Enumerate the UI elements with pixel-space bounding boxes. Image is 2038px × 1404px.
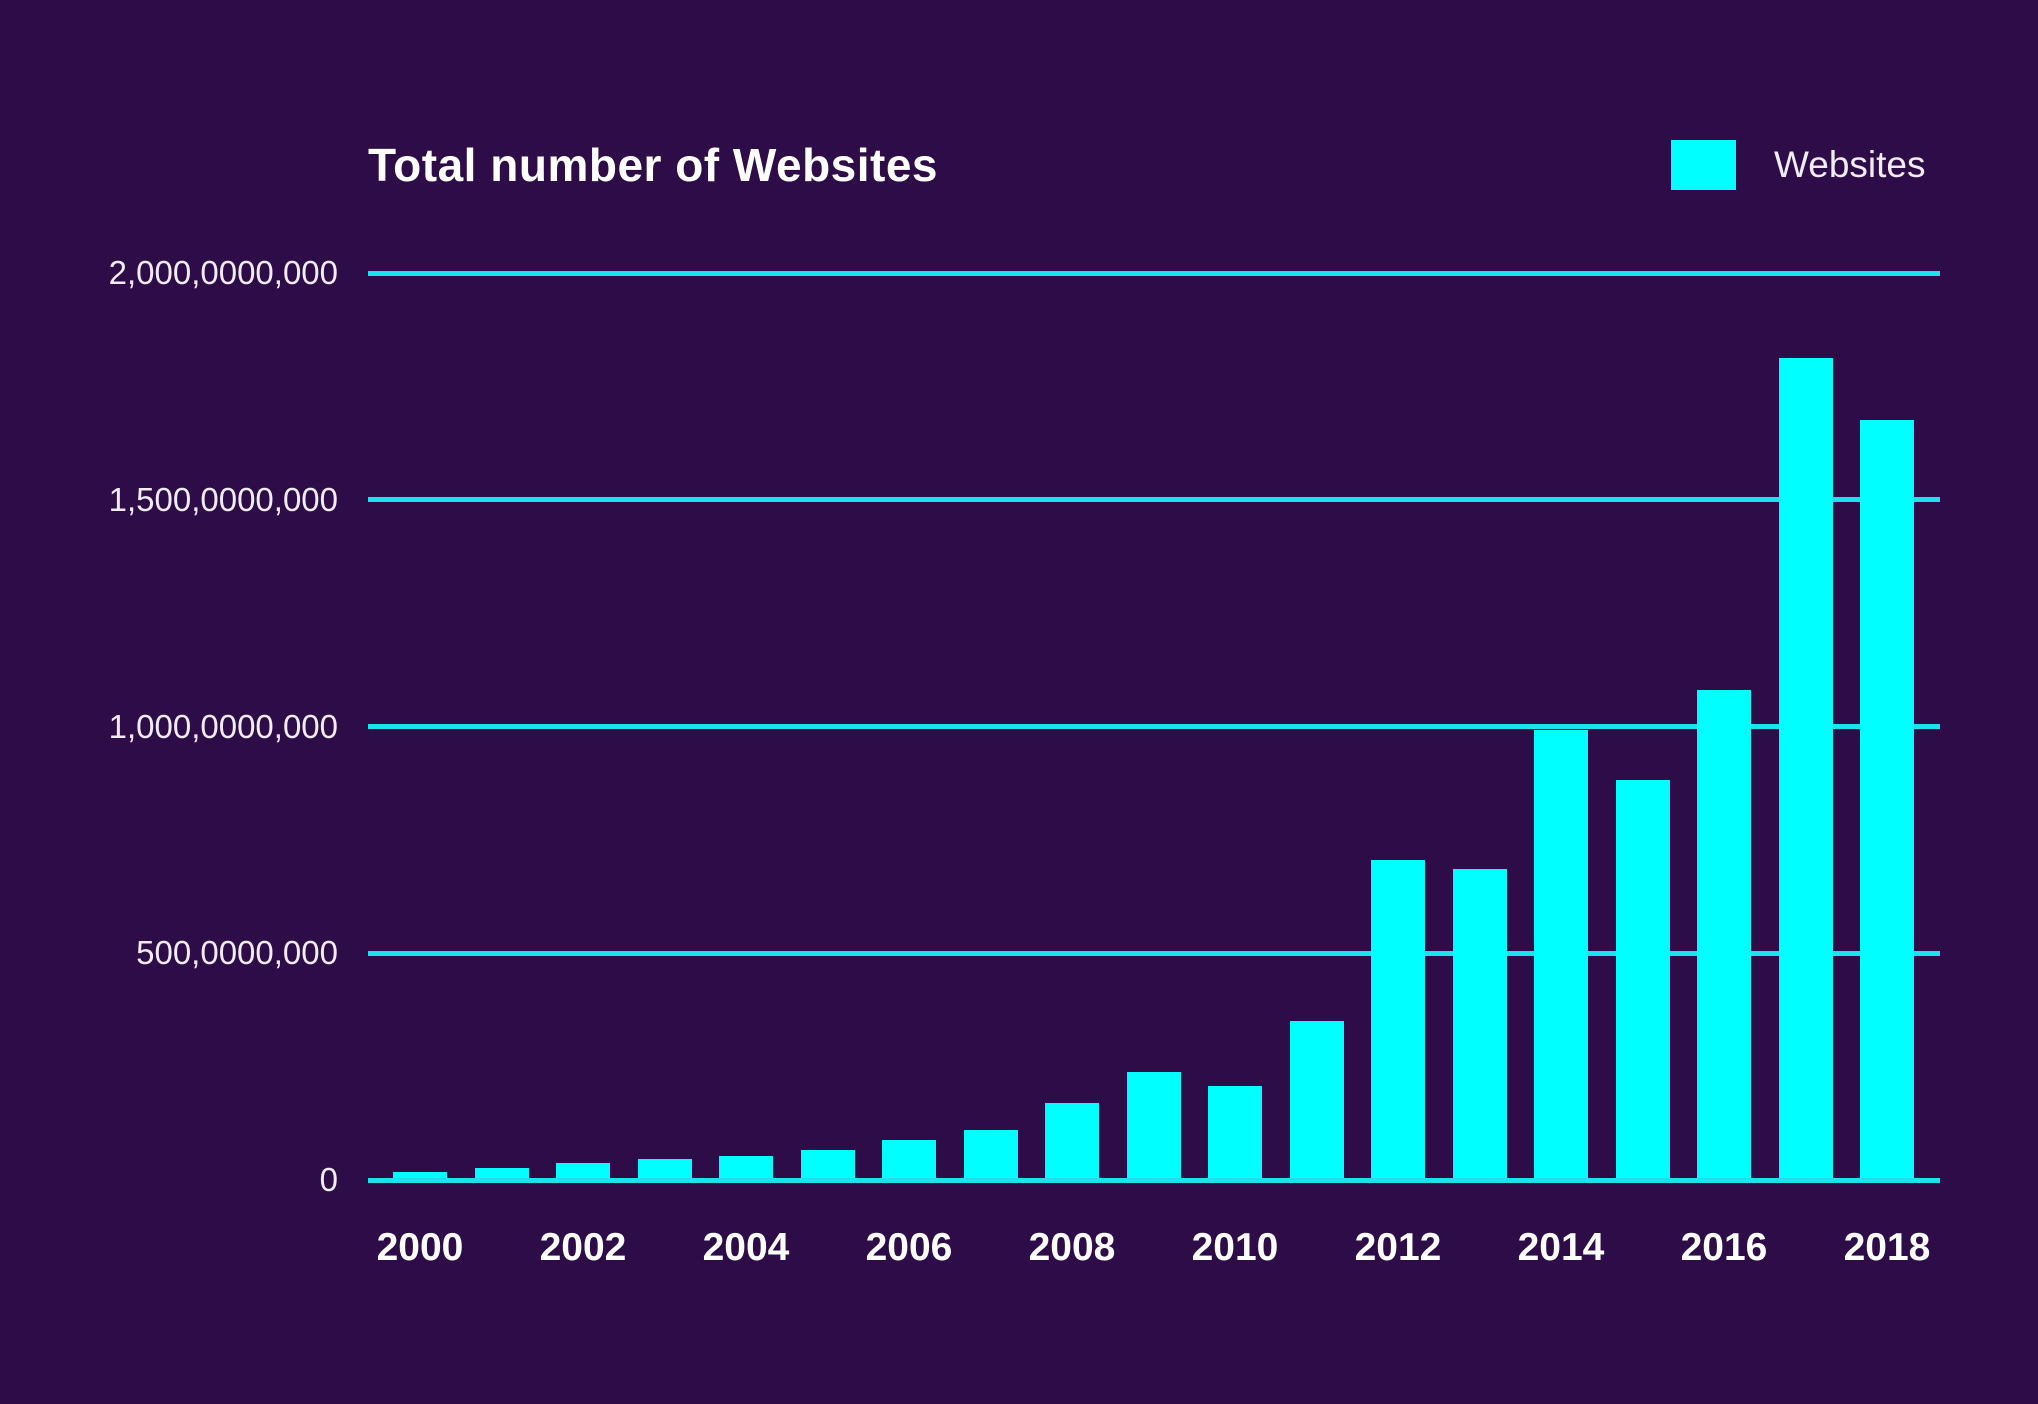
bar-2009 xyxy=(1126,1072,1181,1180)
y-axis: 0 500,0000,000 1,000,0000,000 1,500,0000,00… xyxy=(0,0,338,1404)
bar-2018 xyxy=(1860,419,1914,1180)
x-axis-label: 2008 xyxy=(1028,1226,1116,1269)
legend-label: Websites xyxy=(1774,144,1926,185)
bar-2012 xyxy=(1371,859,1425,1180)
gridline xyxy=(368,724,1940,729)
x-axis-line xyxy=(368,1177,1940,1183)
y-axis-label: 500,0000,000 xyxy=(136,934,338,972)
x-axis-label: 2014 xyxy=(1517,1226,1605,1269)
y-axis-label: 0 xyxy=(319,1161,338,1198)
x-axis-label: 2002 xyxy=(539,1226,627,1269)
bar-2013 xyxy=(1452,868,1507,1180)
x-axis-label: 2006 xyxy=(865,1226,953,1269)
gridline xyxy=(368,270,1940,276)
bar-2007 xyxy=(963,1130,1018,1180)
bar-2015 xyxy=(1615,780,1670,1180)
x-axis-label: 2012 xyxy=(1354,1226,1442,1269)
bar-2010 xyxy=(1208,1086,1262,1180)
bar-2002 xyxy=(556,1163,610,1180)
gridline xyxy=(368,950,1940,956)
bar-2001 xyxy=(474,1167,529,1180)
x-axis-label: 2004 xyxy=(702,1226,790,1269)
bar-2004 xyxy=(719,1156,773,1180)
y-axis-label: 1,500,0000,000 xyxy=(108,480,338,518)
x-axis-label: 2000 xyxy=(376,1226,464,1269)
bar-2016 xyxy=(1697,690,1751,1180)
x-axis-label: 2016 xyxy=(1680,1226,1768,1269)
bar-2014 xyxy=(1534,730,1588,1180)
legend-swatch xyxy=(1671,140,1736,190)
gridline xyxy=(368,497,1940,503)
bar-2008 xyxy=(1045,1102,1099,1180)
bar-2000 xyxy=(393,1171,447,1180)
bar-2005 xyxy=(800,1149,855,1180)
x-axis-label: 2018 xyxy=(1843,1226,1931,1269)
bar-2017 xyxy=(1778,357,1833,1180)
bar-2011 xyxy=(1289,1021,1344,1180)
x-axis-label: 2010 xyxy=(1191,1226,1279,1269)
y-axis-label: 1,000,0000,000 xyxy=(108,707,338,745)
y-axis-label: 2,000,0000,000 xyxy=(108,254,338,291)
x-axis: 2000 2002 2004 2006 2008 2010 2012 2014 2016 2018 xyxy=(368,1226,1940,1276)
plot-area xyxy=(368,270,1940,1183)
chart-title: Total number of Websites xyxy=(368,139,939,191)
bar-2006 xyxy=(882,1140,936,1180)
bar-2003 xyxy=(637,1158,692,1180)
legend: Websites xyxy=(1671,140,1926,190)
